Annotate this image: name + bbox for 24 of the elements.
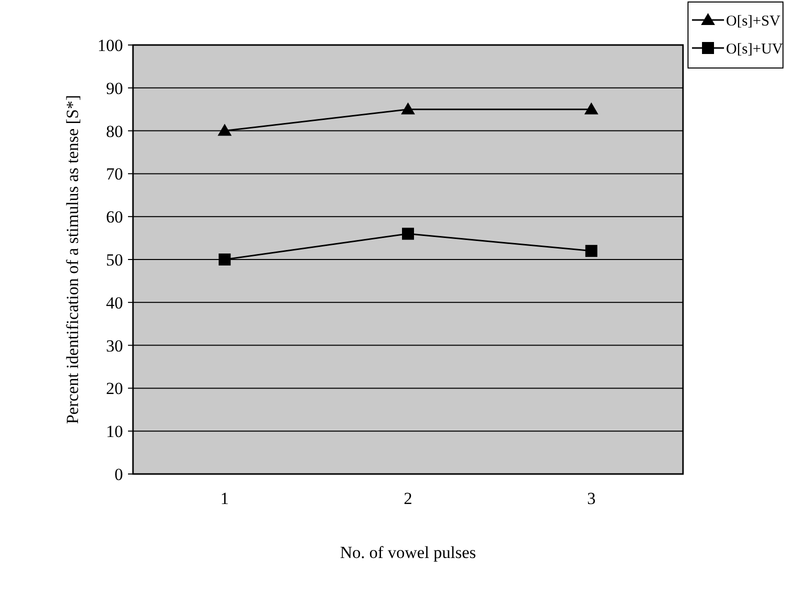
point — [218, 254, 231, 266]
point — [585, 244, 598, 257]
legend-label: O[s]+UV — [726, 41, 783, 58]
x-tick-label: 2 — [404, 489, 412, 508]
point — [401, 102, 415, 114]
x-tick-label: 1 — [220, 489, 229, 508]
y-tick-label: 90 — [106, 78, 123, 98]
point — [218, 124, 232, 136]
y-tick-label: 70 — [106, 164, 123, 184]
y-axis-title: Percent identification of a stimulus as tense [S*] — [63, 94, 82, 424]
point — [584, 102, 598, 114]
y-tick-label: 0 — [114, 464, 123, 484]
legend-label: O[s]+SV — [726, 13, 780, 30]
y-tick-label: 50 — [106, 250, 123, 270]
y-tick-label: 100 — [98, 36, 123, 55]
y-tick-label: 20 — [106, 379, 123, 398]
y-tick-label: 80 — [106, 122, 123, 141]
x-tick-label: 3 — [587, 489, 596, 508]
point — [402, 228, 414, 240]
y-tick-label: 60 — [106, 208, 123, 227]
x-axis-title: No. of vowel pulses — [340, 543, 476, 562]
y-tick-label: 40 — [106, 293, 123, 312]
y-tick-label: 10 — [106, 422, 123, 442]
y-tick-label: 30 — [106, 336, 123, 356]
